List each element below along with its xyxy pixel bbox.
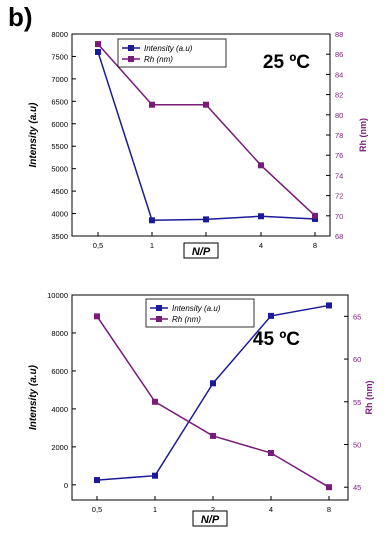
y-axis-label-right: Rh (nm) xyxy=(364,381,374,415)
left-tick-label: 5000 xyxy=(51,165,68,174)
right-tick-label: 86 xyxy=(335,50,343,59)
plot-frame xyxy=(71,294,349,501)
x-tick-label: 0,5 xyxy=(92,505,102,514)
right-tick-label: 84 xyxy=(335,70,343,79)
left-tick-label: 8000 xyxy=(51,329,68,338)
chart-2: 0 2000 4000 6000 8000 10000 45 50 55 60 65 0,5 1 2 4 8 I… xyxy=(28,291,374,527)
left-tick-label: 0 xyxy=(64,481,68,490)
x-tick-label: 0,5 xyxy=(93,241,103,250)
legend-label: Rh (nm) xyxy=(144,55,173,64)
series-point-2 xyxy=(258,162,264,169)
left-tick-label: 3500 xyxy=(51,232,68,241)
right-tick-label: 45 xyxy=(353,483,361,492)
left-tick-label: 4000 xyxy=(51,210,68,219)
y-axis-label-right: Rh (nm) xyxy=(358,118,368,152)
legend-swatch-marker xyxy=(128,56,134,62)
series-point-1 xyxy=(268,312,274,319)
legend-box xyxy=(145,298,255,328)
right-tick-label: 60 xyxy=(353,355,361,364)
left-tick-label: 8000 xyxy=(51,30,68,39)
x-tick-label: 4 xyxy=(259,241,263,250)
right-tick-label: 76 xyxy=(335,151,343,160)
x-axis-label-box xyxy=(183,242,219,259)
series-point-1 xyxy=(203,216,209,223)
series-point-1 xyxy=(326,302,332,309)
series-point-1 xyxy=(210,380,216,387)
series-point-2 xyxy=(94,313,100,320)
series-point-2 xyxy=(268,450,274,457)
right-tick-label: 78 xyxy=(335,131,343,140)
legend-label: Intensity (a.u) xyxy=(172,304,221,313)
right-tick-label: 72 xyxy=(335,192,343,201)
x-axis-label-box xyxy=(192,510,228,527)
right-tick-label: 70 xyxy=(335,212,343,221)
left-tick-label: 6000 xyxy=(51,120,68,129)
right-tick-label: 65 xyxy=(353,312,361,321)
legend-swatch-marker xyxy=(156,316,162,322)
left-tick-label: 4500 xyxy=(51,187,68,196)
right-tick-label: 74 xyxy=(335,171,343,180)
left-tick-label: 6500 xyxy=(51,97,68,106)
x-tick-label: 8 xyxy=(327,505,331,514)
legend-swatch-marker xyxy=(156,305,162,311)
series-point-2 xyxy=(203,101,209,108)
series-point-2 xyxy=(95,41,101,48)
series-point-2 xyxy=(149,101,155,108)
x-tick-label: 1 xyxy=(150,241,154,250)
legend-box xyxy=(117,38,227,68)
series-line-1 xyxy=(97,51,316,222)
right-tick-label: 55 xyxy=(353,398,361,407)
series-point-2 xyxy=(152,398,158,405)
right-tick-label: 50 xyxy=(353,440,361,449)
left-tick-label: 5500 xyxy=(51,142,68,151)
y-axis-label-left: Intensity (a.u) xyxy=(28,102,39,168)
legend-label: Rh (nm) xyxy=(172,315,201,324)
x-tick-label: 1 xyxy=(153,505,157,514)
y-axis-label-left: Intensity (a.u) xyxy=(28,364,39,430)
panel-label: b) xyxy=(8,2,33,32)
right-tick-label: 88 xyxy=(335,30,343,39)
temperature-annotation: 25 ºC xyxy=(263,52,310,73)
x-axis-label: N/P xyxy=(201,514,220,526)
right-tick-label: 68 xyxy=(335,232,343,241)
x-tick-label: 8 xyxy=(313,241,317,250)
series-point-1 xyxy=(258,213,264,220)
temperature-annotation: 45 ºC xyxy=(253,329,300,350)
legend-swatch-marker xyxy=(128,45,134,51)
series-point-2 xyxy=(210,432,216,439)
left-tick-label: 2000 xyxy=(51,443,68,452)
series-point-2 xyxy=(312,212,318,219)
x-tick-label: 2 xyxy=(211,505,215,514)
left-tick-label: 4000 xyxy=(51,405,68,414)
right-tick-label: 82 xyxy=(335,91,343,100)
series-point-1 xyxy=(152,472,158,479)
series-point-1 xyxy=(94,477,100,484)
right-tick-label: 80 xyxy=(335,111,343,120)
left-tick-label: 7500 xyxy=(51,52,68,61)
legend-label: Intensity (a.u) xyxy=(144,44,193,53)
series-point-1 xyxy=(95,48,101,55)
left-tick-label: 10000 xyxy=(47,291,68,300)
series-point-1 xyxy=(149,217,155,224)
left-tick-label: 6000 xyxy=(51,367,68,376)
chart-1: 3500 4000 4500 5000 5500 6000 6500 7000 7500 8000… xyxy=(28,30,368,259)
left-tick-label: 7000 xyxy=(51,75,68,84)
x-tick-label: 4 xyxy=(269,505,273,514)
series-point-1 xyxy=(312,215,318,222)
x-axis-label: N/P xyxy=(192,246,211,258)
series-point-2 xyxy=(326,484,332,491)
